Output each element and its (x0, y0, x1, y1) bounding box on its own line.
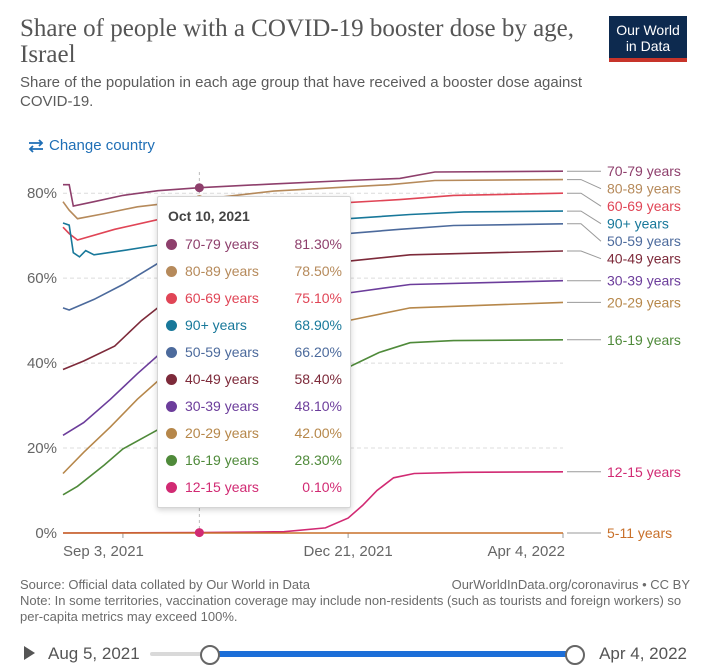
tooltip-series-name: 12-15 years (185, 479, 259, 495)
y-axis-ticks: 0% 20% 40% 60% 80% (27, 185, 57, 542)
label-leader-line (567, 223, 602, 242)
tooltip-series-name: 30-39 years (185, 398, 259, 414)
change-country-label: Change country (49, 137, 155, 154)
chart-subtitle: Share of the population in each age grou… (20, 74, 583, 110)
y-tick-label: 80% (27, 185, 57, 202)
series-color-dot (166, 400, 177, 412)
series-color-dot (166, 427, 177, 439)
series-color-dot (166, 319, 177, 331)
end-label: 30-39 years (607, 273, 681, 289)
owid-logo[interactable]: Our World in Data (609, 16, 687, 62)
label-leader-line (567, 179, 602, 190)
label-leader-line (567, 192, 602, 207)
end-label: 80-89 years (607, 181, 681, 197)
end-label: 16-19 years (607, 332, 681, 348)
tooltip-series-name: 70-79 years (185, 236, 259, 252)
tooltip-series-value: 0.10% (302, 479, 342, 495)
tooltip-series-name: 90+ years (185, 317, 247, 333)
tooltip-row: 16-19 years 28.30% (166, 450, 342, 470)
source-url-link[interactable]: OurWorldInData.org/coronavirus • CC BY (451, 577, 690, 592)
timeline-start-label: Aug 5, 2021 (48, 644, 140, 663)
hover-marker (194, 183, 204, 193)
tooltip-series-name: 80-89 years (185, 263, 259, 279)
tooltip-date: Oct 10, 2021 (168, 208, 250, 224)
series-line (62, 210, 564, 258)
timeline-slider[interactable]: Aug 5, 2021 Apr 4, 2022 (0, 637, 707, 672)
series-color-dot (166, 373, 177, 385)
x-tick-label: Apr 4, 2022 (487, 543, 565, 560)
end-label: 5-11 years (607, 525, 672, 541)
series-color-dot (166, 454, 177, 466)
series-line (62, 471, 564, 534)
end-label: 50-59 years (607, 233, 681, 249)
chart-title: Share of people with a COVID-19 booster … (20, 15, 575, 68)
end-label: 60-69 years (607, 198, 681, 214)
timeline-selected-range (209, 651, 574, 657)
tooltip-series-value: 28.30% (294, 452, 342, 468)
timeline-end-handle[interactable] (565, 645, 585, 665)
series-color-dot (166, 265, 177, 277)
y-tick-label: 60% (27, 270, 57, 287)
tooltip-row: 50-59 years 66.20% (166, 342, 342, 362)
logo-line-2: in Data (625, 38, 671, 54)
timeline-end-label: Apr 4, 2022 (599, 644, 687, 663)
label-leader-line (567, 210, 602, 225)
tooltip-series-name: 50-59 years (185, 344, 259, 360)
y-tick-label: 20% (27, 440, 57, 457)
play-icon[interactable] (24, 646, 35, 660)
tooltip-series-value: 68.90% (294, 317, 342, 333)
line-chart[interactable]: 0% 20% 40% 60% 80% Sep 3, 2021 Dec 21, 2021 Ap… (0, 160, 707, 570)
x-axis-ticks: Sep 3, 2021 Dec 21, 2021 Apr 4, 2022 (63, 533, 565, 560)
tooltip-series-value: 75.10% (294, 290, 342, 306)
end-label: 70-79 years (607, 163, 681, 179)
tooltip-series-value: 42.00% (294, 425, 342, 441)
swap-arrows-icon (27, 138, 45, 153)
y-tick-label: 40% (27, 355, 57, 372)
end-label: 12-15 years (607, 464, 681, 480)
tooltip-series-name: 60-69 years (185, 290, 259, 306)
tooltip-series-value: 78.50% (294, 263, 342, 279)
logo-line-1: Our World (616, 22, 680, 38)
tooltip-series-value: 48.10% (294, 398, 342, 414)
tooltip-row: 40-49 years 58.40% (166, 369, 342, 389)
y-tick-label: 0% (35, 525, 57, 542)
tooltip-row: 80-89 years 78.50% (166, 261, 342, 281)
chart-footer: Source: Official data collated by Our Wo… (20, 577, 690, 625)
end-label: 20-29 years (607, 294, 681, 310)
x-tick-label: Sep 3, 2021 (63, 543, 144, 560)
tooltip-series-name: 40-49 years (185, 371, 259, 387)
timeline-start-handle[interactable] (200, 645, 221, 665)
tooltip-row: 60-69 years 75.10% (166, 288, 342, 308)
series-color-dot (166, 292, 177, 304)
series-color-dot (166, 481, 177, 493)
hover-tooltip: Oct 10, 2021 70-79 years 81.30% 80-89 yea… (157, 196, 351, 508)
tooltip-series-value: 66.20% (294, 344, 342, 360)
series-color-dot (166, 238, 177, 250)
end-label: 40-49 years (607, 251, 681, 267)
series-line (63, 170, 564, 207)
label-leader-line (567, 250, 602, 260)
tooltip-series-value: 58.40% (294, 371, 342, 387)
tooltip-row: 70-79 years 81.30% (166, 234, 342, 254)
tooltip-series-name: 20-29 years (185, 425, 259, 441)
tooltip-series-name: 16-19 years (185, 452, 259, 468)
tooltip-row: 30-39 years 48.10% (166, 396, 342, 416)
end-label: 90+ years (607, 216, 669, 232)
tooltip-row: 12-15 years 0.10% (166, 477, 342, 497)
source-text: Source: Official data collated by Our Wo… (20, 577, 310, 592)
note-text: Note: In some territories, vaccination c… (20, 593, 682, 624)
series-color-dot (166, 346, 177, 358)
x-tick-label: Dec 21, 2021 (304, 543, 393, 560)
change-country-button[interactable]: Change country (27, 137, 155, 154)
hover-marker (194, 528, 204, 538)
tooltip-row: 20-29 years 42.00% (166, 423, 342, 443)
tooltip-series-value: 81.30% (294, 236, 342, 252)
tooltip-row: 90+ years 68.90% (166, 315, 342, 335)
